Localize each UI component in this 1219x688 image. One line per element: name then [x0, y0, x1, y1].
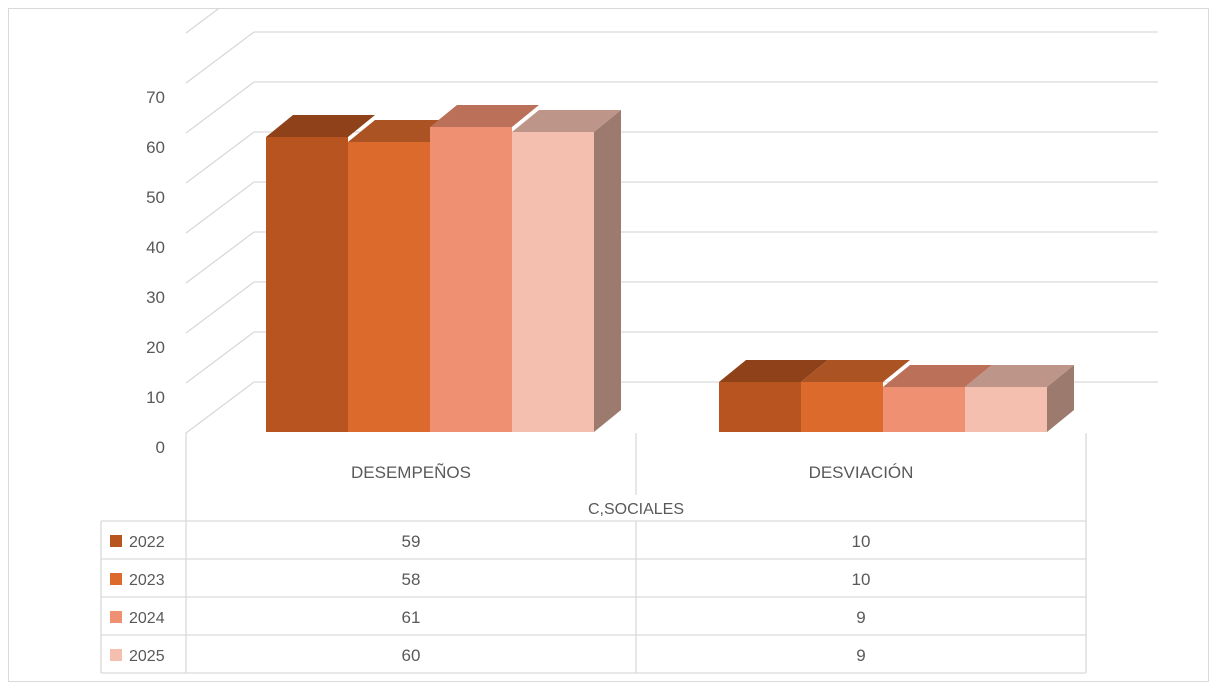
y-tick-label: 60: [146, 138, 165, 157]
bar-front: [430, 127, 512, 432]
table-cell-value: 59: [402, 532, 421, 551]
legend-key: [110, 535, 122, 547]
legend-label: 2023: [129, 572, 165, 589]
table-cell-value: 10: [852, 532, 871, 551]
chart-frame: 0 10 20 30 40 50 60 70 DESEMPEÑOS DESVIACIÓN C,SO…: [8, 0, 1209, 682]
table-cell-value: 9: [856, 608, 865, 627]
legend-key: [110, 573, 122, 585]
bar: [801, 360, 910, 432]
category-label: DESEMPEÑOS: [351, 463, 471, 482]
legend-label: 2024: [129, 610, 165, 627]
gridline-side: [185, 181, 255, 234]
bars: [266, 105, 1074, 432]
bar-top: [512, 110, 621, 132]
y-tick-label: 70: [146, 88, 165, 107]
gridline-side: [185, 331, 255, 384]
bar-front: [512, 132, 594, 432]
legend-key: [110, 611, 122, 623]
y-axis: 0 10 20 30 40 50 60 70: [146, 88, 165, 457]
gridline-side: [185, 31, 255, 84]
table-cell-value: 9: [856, 646, 865, 665]
table-cell-value: 61: [402, 608, 421, 627]
gridline-side: [185, 281, 255, 334]
bar-top: [430, 105, 539, 127]
bar-top: [719, 360, 828, 382]
y-tick-label: 20: [146, 338, 165, 357]
y-tick-label: 0: [156, 438, 165, 457]
bar: [430, 105, 539, 432]
bar-side: [594, 110, 621, 432]
bar: [719, 360, 828, 432]
group-label: C,SOCIALES: [588, 501, 684, 518]
bar-top: [266, 115, 375, 137]
bar-front: [801, 382, 883, 432]
legend-label: 2022: [129, 534, 165, 551]
gridline-side: [185, 81, 255, 134]
table-cell-value: 10: [852, 570, 871, 589]
bar-front: [883, 387, 965, 432]
gridline-side: [185, 231, 255, 284]
bar: [348, 120, 457, 432]
bar-front: [266, 137, 348, 432]
legend-key: [110, 649, 122, 661]
bar-front: [965, 387, 1047, 432]
bar: [266, 115, 375, 432]
bar: [883, 365, 992, 432]
chart: 0 10 20 30 40 50 60 70 DESEMPEÑOS DESVIACIÓN C,SO…: [100, 0, 1158, 674]
table-cell-value: 58: [402, 570, 421, 589]
bar: [965, 365, 1074, 432]
bar-side: [1047, 365, 1074, 432]
bar-top: [883, 365, 992, 387]
gridline-side: [185, 0, 232, 34]
legend-label: 2025: [129, 648, 165, 665]
category-label: DESVIACIÓN: [809, 463, 914, 482]
y-tick-label: 10: [146, 388, 165, 407]
bar-top: [801, 360, 910, 382]
bar-front: [348, 142, 430, 432]
bar-front: [719, 382, 801, 432]
gridline-side: [185, 381, 255, 434]
bar-top: [348, 120, 457, 142]
data-table: DESEMPEÑOS DESVIACIÓN C,SOCIALES 2022 59 10 20…: [100, 433, 1087, 674]
gridline-side: [185, 131, 255, 184]
bar-top: [965, 365, 1074, 387]
bar: [512, 110, 621, 432]
y-tick-label: 30: [146, 288, 165, 307]
y-tick-label: 50: [146, 188, 165, 207]
table-cell-value: 60: [402, 646, 421, 665]
y-tick-label: 40: [146, 238, 165, 257]
